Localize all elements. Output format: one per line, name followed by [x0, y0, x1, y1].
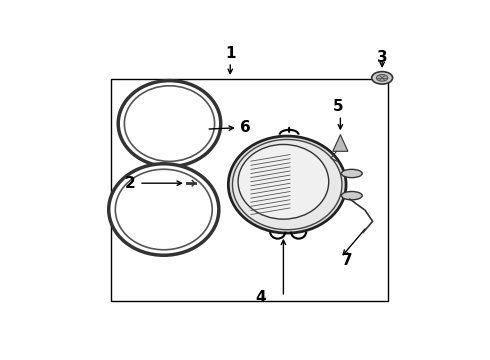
Ellipse shape [238, 144, 329, 219]
Text: 4: 4 [255, 290, 266, 305]
Ellipse shape [109, 164, 219, 255]
Ellipse shape [232, 139, 342, 230]
Ellipse shape [118, 81, 220, 167]
Ellipse shape [342, 192, 362, 200]
Ellipse shape [376, 75, 388, 81]
Text: 5: 5 [333, 99, 344, 114]
Ellipse shape [124, 86, 215, 161]
Ellipse shape [115, 169, 212, 250]
Text: 1: 1 [225, 46, 236, 61]
Text: 3: 3 [377, 50, 388, 65]
Bar [111, 79, 388, 301]
Ellipse shape [372, 72, 392, 84]
Ellipse shape [228, 136, 346, 233]
Text: 7: 7 [342, 253, 353, 268]
Text: 2: 2 [124, 176, 135, 191]
Polygon shape [333, 135, 348, 151]
Text: 6: 6 [240, 120, 250, 135]
Ellipse shape [342, 169, 362, 177]
